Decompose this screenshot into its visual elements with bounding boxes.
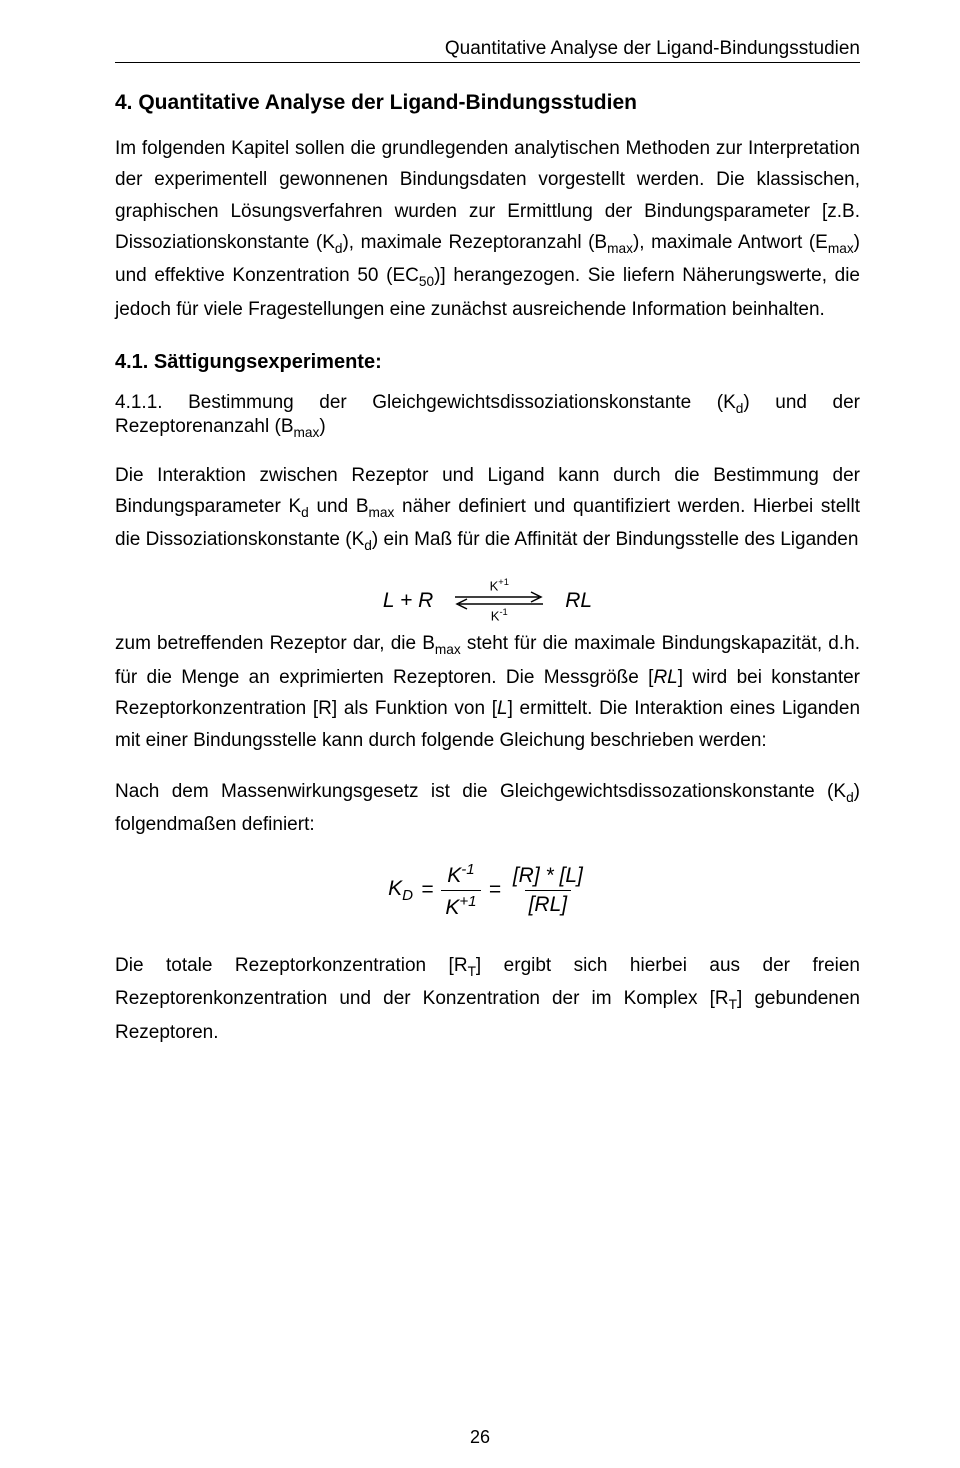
frac1-num-k: K: [447, 864, 461, 887]
sub-d: d: [301, 505, 309, 520]
reaction-rhs: RL: [565, 589, 592, 612]
kd-k: K: [388, 877, 402, 900]
text: ): [319, 416, 325, 437]
reaction-equation: L + R K+1 K-1 RL: [115, 578, 860, 623]
paragraph-4: Nach dem Massenwirkungsgesetz ist die Gl…: [115, 776, 860, 841]
frac1-den-k: K: [445, 896, 459, 919]
heading-number: 4.1.1.: [115, 392, 163, 414]
equilibrium-arrows-icon: K+1 K-1: [451, 578, 547, 623]
text: und B: [309, 496, 369, 517]
equals-2: =: [489, 878, 501, 902]
frac1-den-exp: +1: [459, 893, 476, 910]
fraction-2: [R] * [L] [RL]: [509, 864, 587, 917]
frac1-num-exp: -1: [461, 861, 474, 878]
sub-max: max: [607, 241, 633, 256]
k-bot-exp: -1: [499, 607, 507, 617]
text: ), maximale Rezeptoranzahl (B: [342, 232, 607, 253]
text: Nach dem Massenwirkungsgesetz ist die Gl…: [115, 781, 846, 802]
italic-l: L: [497, 698, 508, 719]
k-top-exp: +1: [498, 577, 509, 587]
text: Bestimmung der Gleichgewichtsdissoziatio…: [188, 392, 736, 413]
subsubsection-4-1-1-title: 4.1.1. Bestimmung der Gleichgewichtsdiss…: [115, 392, 860, 440]
text: ), maximale Antwort (E: [633, 232, 828, 253]
sub-50: 50: [419, 274, 434, 289]
running-header: Quantitative Analyse der Ligand-Bindungs…: [115, 38, 860, 60]
sub-d: d: [364, 538, 372, 553]
subsection-4-1-title: 4.1. Sättigungsexperimente:: [115, 351, 860, 374]
frac2-den: [RL]: [525, 890, 572, 917]
text: zum betreffenden Rezeptor dar, die B: [115, 633, 435, 654]
page: Quantitative Analyse der Ligand-Bindungs…: [0, 0, 960, 1468]
kd-sub: D: [402, 887, 413, 904]
sub-d: d: [846, 790, 854, 805]
italic-rl: RL: [653, 667, 677, 688]
equals-1: =: [421, 878, 433, 902]
paragraph-3: zum betreffenden Rezeptor dar, die Bmax …: [115, 628, 860, 755]
reaction-lhs: L + R: [383, 589, 433, 612]
frac2-num: [R] * [L]: [509, 864, 587, 890]
sub-max: max: [294, 425, 320, 440]
sub-max: max: [435, 642, 461, 657]
fraction-1: K-1 K+1: [441, 861, 480, 920]
kd-equation: KD = K-1 K+1 = [R] * [L] [RL]: [115, 861, 860, 920]
sub-max: max: [369, 505, 395, 520]
header-rule: [115, 62, 860, 63]
text: Die totale Rezeptorkonzentration [R: [115, 955, 468, 976]
paragraph-intro: Im folgenden Kapitel sollen die grundleg…: [115, 133, 860, 325]
section-title: 4. Quantitative Analyse der Ligand-Bindu…: [115, 91, 860, 115]
sub-max: max: [828, 241, 854, 256]
text: ) ein Maß für die Affinität der Bindungs…: [372, 529, 859, 550]
paragraph-5: Die totale Rezeptorkonzentration [RT] er…: [115, 950, 860, 1048]
page-number: 26: [0, 1427, 960, 1448]
paragraph-2: Die Interaktion zwischen Rezeptor und Li…: [115, 460, 860, 558]
sub-t: T: [729, 997, 737, 1012]
sub-t: T: [468, 964, 476, 979]
